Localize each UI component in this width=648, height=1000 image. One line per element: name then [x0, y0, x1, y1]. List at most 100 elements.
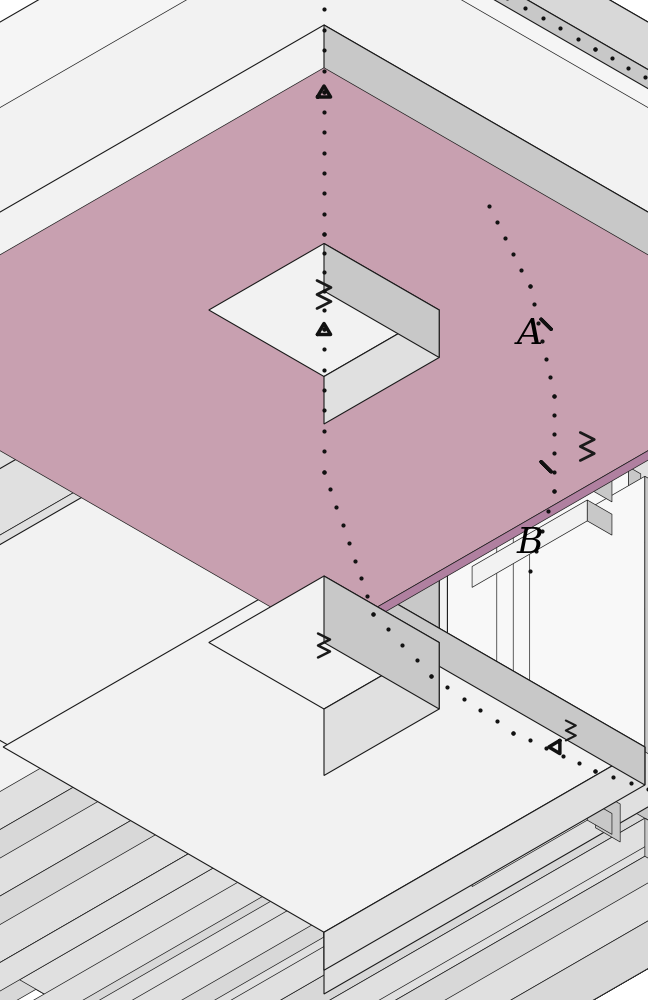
Polygon shape — [275, 376, 308, 429]
Polygon shape — [52, 714, 546, 1000]
Polygon shape — [52, 761, 571, 1000]
Polygon shape — [324, 643, 439, 776]
Polygon shape — [209, 576, 439, 709]
Polygon shape — [275, 148, 308, 201]
Polygon shape — [0, 585, 648, 1000]
Polygon shape — [472, 500, 587, 587]
Polygon shape — [324, 747, 645, 970]
Polygon shape — [0, 68, 648, 638]
Polygon shape — [19, 695, 546, 999]
Polygon shape — [324, 832, 648, 1000]
Polygon shape — [612, 457, 624, 740]
Polygon shape — [275, 53, 308, 106]
Polygon shape — [0, 186, 324, 1000]
Polygon shape — [135, 761, 648, 1000]
Polygon shape — [324, 310, 648, 643]
Polygon shape — [209, 243, 439, 376]
Polygon shape — [324, 120, 439, 870]
Polygon shape — [0, 647, 431, 980]
Polygon shape — [587, 434, 612, 469]
Polygon shape — [456, 662, 489, 728]
Polygon shape — [250, 828, 648, 1000]
Polygon shape — [324, 562, 645, 785]
Polygon shape — [324, 566, 571, 747]
Polygon shape — [324, 25, 648, 358]
Polygon shape — [324, 167, 571, 358]
Polygon shape — [324, 243, 439, 358]
Polygon shape — [0, 53, 275, 353]
Polygon shape — [0, 0, 648, 452]
Polygon shape — [324, 832, 648, 1000]
Polygon shape — [0, 376, 308, 662]
Polygon shape — [472, 467, 587, 554]
Polygon shape — [645, 476, 648, 759]
Polygon shape — [174, 72, 201, 120]
Polygon shape — [324, 358, 648, 709]
Polygon shape — [0, 167, 201, 300]
Polygon shape — [324, 709, 571, 890]
Polygon shape — [324, 548, 648, 870]
Polygon shape — [324, 0, 648, 186]
Polygon shape — [324, 353, 648, 647]
Polygon shape — [596, 790, 620, 842]
Polygon shape — [324, 167, 648, 472]
Polygon shape — [0, 148, 275, 448]
Polygon shape — [0, 376, 275, 676]
Polygon shape — [0, 0, 324, 832]
Polygon shape — [0, 0, 275, 258]
Polygon shape — [226, 814, 648, 1000]
Polygon shape — [151, 818, 648, 1000]
Polygon shape — [77, 728, 604, 1000]
Polygon shape — [0, 662, 489, 966]
Polygon shape — [629, 761, 648, 828]
Polygon shape — [497, 457, 612, 799]
Polygon shape — [587, 766, 612, 801]
Polygon shape — [472, 434, 587, 521]
Polygon shape — [168, 780, 648, 1000]
Polygon shape — [0, 148, 308, 434]
Polygon shape — [0, 53, 308, 338]
Polygon shape — [513, 467, 629, 809]
Polygon shape — [447, 704, 472, 756]
Text: A: A — [516, 317, 543, 351]
Polygon shape — [0, 24, 201, 158]
Polygon shape — [324, 0, 648, 167]
Polygon shape — [324, 310, 571, 500]
Polygon shape — [587, 799, 612, 834]
Polygon shape — [0, 101, 308, 386]
Polygon shape — [472, 799, 587, 887]
Polygon shape — [0, 595, 373, 899]
Polygon shape — [324, 186, 648, 1000]
Polygon shape — [0, 72, 201, 206]
Polygon shape — [324, 643, 648, 994]
Polygon shape — [472, 733, 587, 820]
Polygon shape — [0, 628, 431, 932]
Polygon shape — [324, 548, 648, 870]
Polygon shape — [562, 429, 604, 728]
Polygon shape — [324, 576, 439, 709]
Polygon shape — [0, 214, 201, 348]
Polygon shape — [0, 548, 648, 1000]
Polygon shape — [0, 424, 275, 723]
Polygon shape — [0, 6, 275, 305]
Polygon shape — [275, 6, 308, 58]
Polygon shape — [275, 101, 308, 153]
Polygon shape — [0, 614, 373, 946]
Polygon shape — [110, 747, 604, 1000]
Polygon shape — [472, 766, 587, 853]
Polygon shape — [324, 186, 439, 937]
Polygon shape — [587, 467, 612, 502]
Polygon shape — [174, 167, 201, 215]
Polygon shape — [283, 847, 648, 1000]
Polygon shape — [0, 119, 201, 253]
Polygon shape — [0, 6, 308, 291]
Polygon shape — [629, 467, 641, 749]
Polygon shape — [505, 457, 620, 545]
Polygon shape — [324, 120, 648, 452]
Polygon shape — [174, 119, 201, 167]
Polygon shape — [587, 733, 612, 768]
Polygon shape — [77, 566, 571, 852]
Polygon shape — [209, 120, 439, 253]
Polygon shape — [3, 733, 522, 1000]
Polygon shape — [77, 167, 571, 452]
